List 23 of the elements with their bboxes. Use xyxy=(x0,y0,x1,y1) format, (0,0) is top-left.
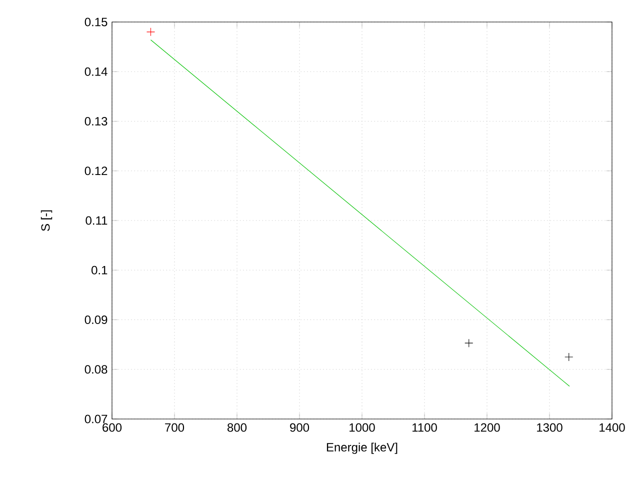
x-tick-label: 700 xyxy=(165,423,184,432)
y-tick-label: 0.07 xyxy=(84,414,108,424)
x-tick-label: 1400 xyxy=(600,423,625,432)
x-tick-label: 1000 xyxy=(350,423,375,432)
y-tick-label: 0.14 xyxy=(84,67,108,76)
y-tick-label: 0.12 xyxy=(84,166,108,176)
x-tick-label: 1200 xyxy=(474,423,500,432)
x-axis-title: Energie [keV] xyxy=(326,442,398,454)
x-tick-label: 800 xyxy=(228,423,247,432)
y-tick-label: 0.09 xyxy=(84,316,108,324)
y-tick-label: 0.11 xyxy=(86,216,108,225)
x-tick-label: 1300 xyxy=(537,423,562,432)
y-tick-label: 0.1 xyxy=(92,266,108,274)
y-axis-title: S [-] xyxy=(40,210,52,231)
y-tick-label: 0.15 xyxy=(84,18,108,26)
point xyxy=(146,28,156,36)
x-tick-label: 900 xyxy=(290,423,310,432)
y-tick-label: 0.08 xyxy=(84,365,108,374)
x-tick-label: 1100 xyxy=(412,423,437,432)
point xyxy=(464,338,474,348)
y-tick-label: 0.13 xyxy=(84,117,108,126)
x-tick-label: 600 xyxy=(102,423,122,432)
point xyxy=(564,352,574,362)
